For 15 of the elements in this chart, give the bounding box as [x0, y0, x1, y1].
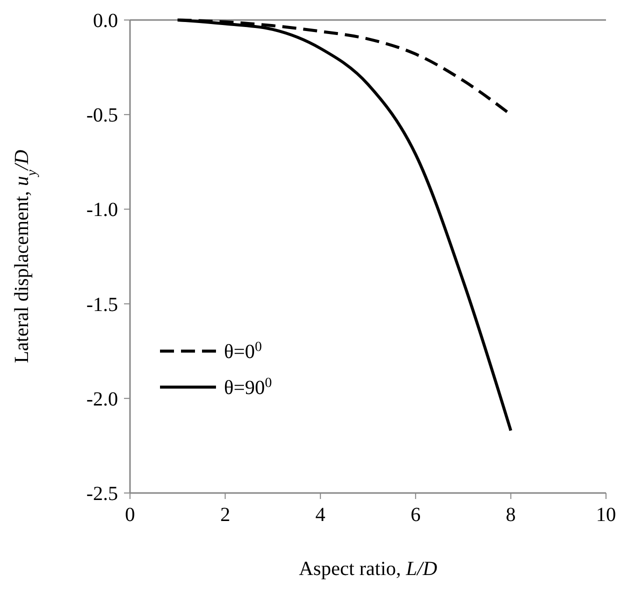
y-tick-label: -1.5: [86, 294, 118, 316]
y-tick-label: -0.5: [86, 104, 118, 127]
x-tick-label: 6: [410, 504, 421, 526]
legend-label: θ=90$^{0}$: [224, 376, 272, 400]
y-tick-label: -1.0: [86, 199, 118, 222]
y-tick-label: 0.0: [93, 10, 118, 32]
x-axis-title: Aspect ratio, L/D: [298, 558, 438, 580]
x-tick-label: 10: [596, 504, 616, 526]
x-tick-label: 0: [125, 504, 135, 526]
x-tick-label: 2: [220, 504, 230, 526]
y-tick-label: -2.5: [86, 483, 118, 505]
x-tick-label: 4: [315, 504, 326, 526]
x-tick-label: 8: [506, 504, 516, 526]
legend-label: θ=0$^{0}$: [224, 340, 262, 364]
y-tick-label: -2.0: [86, 388, 118, 410]
